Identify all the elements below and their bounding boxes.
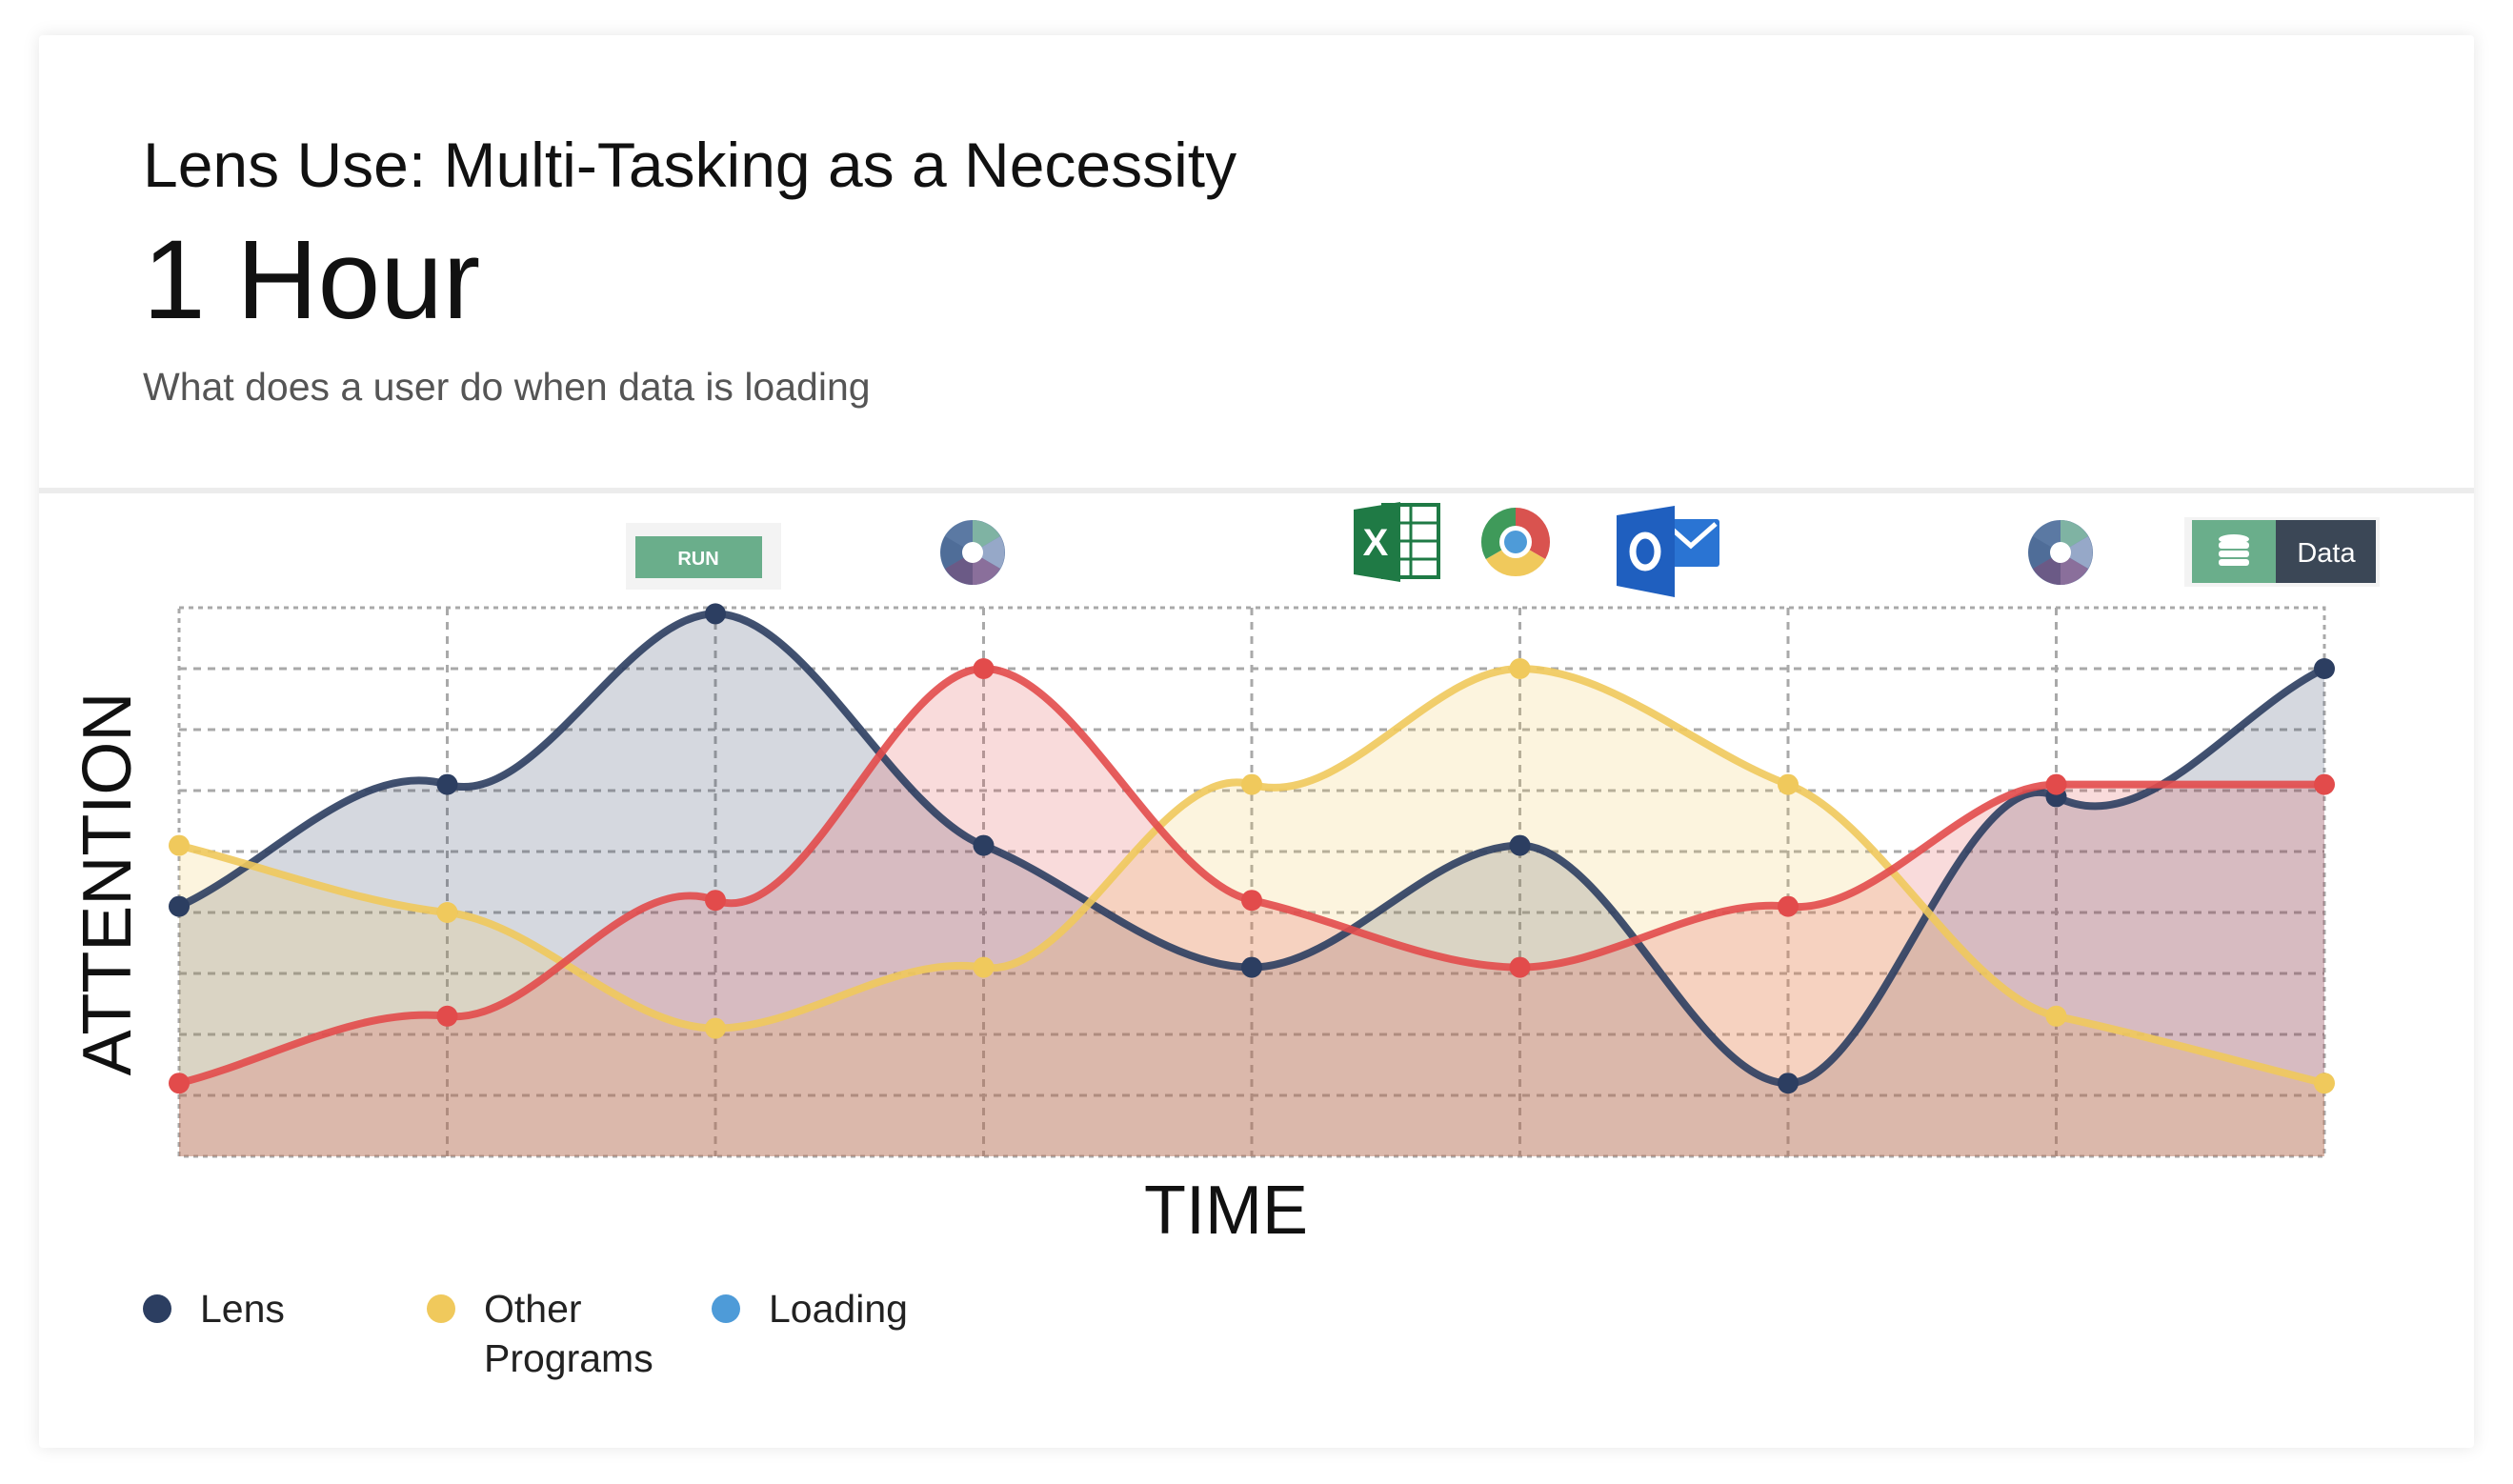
data-point-other [1509, 658, 1531, 679]
excel-icon: X [1354, 502, 1440, 582]
data-point-lens [1778, 1073, 1799, 1094]
page-title: Lens Use: Multi-Tasking as a Necessity [143, 130, 1237, 200]
data-point-lens [1509, 834, 1531, 856]
data-point-loading [1778, 895, 1799, 917]
data-point-lens [436, 773, 458, 795]
chart-card: Lens Use: Multi-Tasking as a Necessity 1… [39, 35, 2474, 1448]
data-point-loading [1509, 956, 1531, 978]
data-point-other [973, 956, 995, 978]
legend-label: Other Programs [484, 1284, 653, 1383]
aperture-icon [940, 520, 1005, 585]
series-line-lens [175, 610, 2328, 1088]
data-point-other [436, 902, 458, 923]
subtitle: What does a user do when data is loading [143, 365, 871, 409]
data-point-lens [973, 834, 995, 856]
series-line-loading [175, 664, 2328, 1088]
data-point-loading [1241, 890, 1262, 912]
legend-dot [712, 1294, 740, 1323]
chrome-icon [1480, 508, 1551, 577]
data-button-icon: Data [2184, 517, 2380, 587]
data-point-other [169, 834, 190, 856]
data-point-loading [2314, 773, 2335, 795]
data-point-loading [169, 1073, 190, 1094]
legend-item-lens: Lens [143, 1284, 285, 1334]
legend-dot [427, 1294, 455, 1323]
legend-label: Loading [769, 1287, 908, 1331]
run-button-icon: RUN [626, 523, 781, 590]
aperture-icon [2028, 520, 2093, 585]
header: Lens Use: Multi-Tasking as a Necessity 1… [39, 35, 2474, 493]
data-point-lens [1241, 956, 1262, 978]
data-button-label: Data [2297, 538, 2356, 569]
data-point-loading [973, 658, 995, 679]
data-point-other [2314, 1073, 2335, 1094]
data-point-other [705, 1017, 726, 1039]
data-point-loading [705, 890, 726, 912]
y-axis-label: ATTENTION [70, 692, 146, 1076]
legend-label-line2: Programs [484, 1336, 653, 1380]
data-point-lens [705, 603, 726, 625]
database-icon [2219, 534, 2249, 566]
legend-dot [143, 1294, 171, 1323]
data-point-lens [2314, 658, 2335, 679]
data-point-other [2045, 1005, 2067, 1027]
legend-label: Lens [200, 1287, 285, 1331]
legend-label-line1: Other [484, 1287, 582, 1331]
data-point-loading [436, 1005, 458, 1027]
x-axis-label: TIME [1144, 1173, 1308, 1249]
duration-headline: 1 Hour [143, 217, 481, 343]
svg-text:X: X [1363, 522, 1389, 564]
data-point-loading [2045, 773, 2067, 795]
legend-item-loading: Loading [712, 1284, 908, 1334]
run-button-label: RUN [677, 549, 718, 570]
data-point-other [1241, 773, 1262, 795]
legend-item-other-programs: Other Programs [427, 1284, 653, 1383]
data-point-lens [169, 895, 190, 917]
outlook-icon [1617, 506, 1719, 597]
data-point-other [1778, 773, 1799, 795]
